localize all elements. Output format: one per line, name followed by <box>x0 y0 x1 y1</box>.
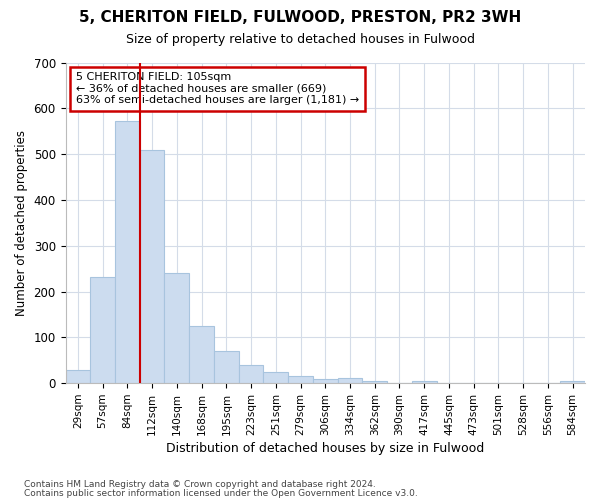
Bar <box>338 378 362 383</box>
Text: Contains public sector information licensed under the Open Government Licence v3: Contains public sector information licen… <box>24 488 418 498</box>
Bar <box>263 372 288 383</box>
Bar <box>288 376 313 383</box>
Bar <box>189 326 214 383</box>
Bar <box>140 150 164 383</box>
Bar <box>239 365 263 383</box>
Bar <box>412 381 437 383</box>
Bar <box>560 381 585 383</box>
Bar <box>214 351 239 383</box>
X-axis label: Distribution of detached houses by size in Fulwood: Distribution of detached houses by size … <box>166 442 484 455</box>
Bar <box>362 381 387 383</box>
Bar <box>313 378 338 383</box>
Text: Size of property relative to detached houses in Fulwood: Size of property relative to detached ho… <box>125 32 475 46</box>
Bar <box>90 277 115 383</box>
Text: Contains HM Land Registry data © Crown copyright and database right 2024.: Contains HM Land Registry data © Crown c… <box>24 480 376 489</box>
Text: 5, CHERITON FIELD, FULWOOD, PRESTON, PR2 3WH: 5, CHERITON FIELD, FULWOOD, PRESTON, PR2… <box>79 10 521 25</box>
Bar <box>65 370 90 383</box>
Text: 5 CHERITON FIELD: 105sqm
← 36% of detached houses are smaller (669)
63% of semi-: 5 CHERITON FIELD: 105sqm ← 36% of detach… <box>76 72 359 106</box>
Bar <box>115 121 140 383</box>
Bar <box>164 274 189 383</box>
Y-axis label: Number of detached properties: Number of detached properties <box>15 130 28 316</box>
